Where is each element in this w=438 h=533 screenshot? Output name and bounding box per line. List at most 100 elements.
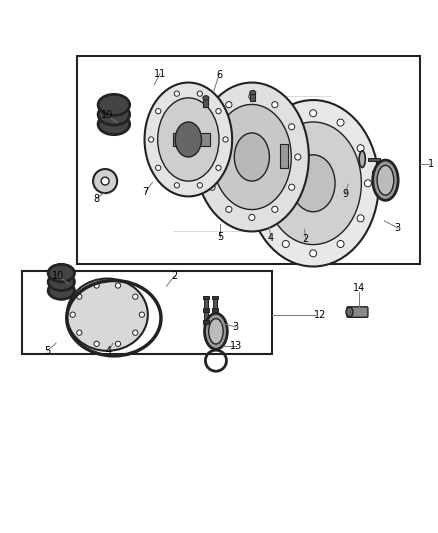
Bar [280,144,288,168]
Ellipse shape [205,313,227,349]
Text: 10: 10 [52,271,64,281]
Bar [213,324,217,334]
Ellipse shape [203,96,209,100]
Circle shape [272,102,278,108]
Circle shape [94,341,99,346]
Circle shape [226,206,232,213]
Circle shape [197,183,202,188]
Bar [213,312,217,321]
Circle shape [94,283,99,288]
Ellipse shape [195,83,309,231]
Text: 14: 14 [353,284,365,293]
Ellipse shape [98,114,130,135]
Polygon shape [173,133,210,146]
Circle shape [203,154,209,160]
Text: 10: 10 [101,110,113,120]
Circle shape [295,154,301,160]
Circle shape [174,91,180,96]
Ellipse shape [48,264,74,282]
Circle shape [310,110,317,117]
Text: 3: 3 [395,223,401,233]
Bar [374,187,387,189]
Bar [203,320,209,324]
Ellipse shape [346,307,353,317]
Ellipse shape [67,279,148,351]
Text: 4: 4 [268,233,274,243]
Bar [212,296,218,300]
Ellipse shape [247,100,379,266]
Ellipse shape [359,151,365,167]
Bar [250,93,255,101]
Bar [204,300,208,309]
Bar [203,308,209,312]
Ellipse shape [212,104,291,209]
Circle shape [310,250,317,257]
Circle shape [337,240,344,247]
Text: 2: 2 [171,271,177,281]
Circle shape [139,312,145,317]
Circle shape [262,215,269,222]
Circle shape [133,294,138,300]
Ellipse shape [48,282,74,300]
Text: 5: 5 [217,232,223,242]
Ellipse shape [93,169,117,193]
Text: 11: 11 [154,69,166,79]
Circle shape [249,93,255,100]
Circle shape [282,240,290,247]
Ellipse shape [175,122,201,157]
Circle shape [364,180,371,187]
Circle shape [209,184,215,190]
Ellipse shape [250,91,256,95]
Circle shape [174,183,180,188]
Ellipse shape [145,83,232,197]
Circle shape [272,206,278,213]
Ellipse shape [234,133,269,181]
Text: 4: 4 [106,345,112,356]
Circle shape [255,180,262,187]
Circle shape [133,330,138,335]
Ellipse shape [101,177,109,185]
Ellipse shape [208,319,223,344]
Ellipse shape [98,104,130,125]
Bar [212,308,218,312]
Circle shape [115,341,120,346]
Circle shape [155,165,161,171]
Ellipse shape [291,155,335,212]
Circle shape [357,215,364,222]
Circle shape [115,283,120,288]
Bar [203,98,208,107]
Circle shape [209,124,215,130]
Text: 1: 1 [428,159,434,168]
Text: 2: 2 [303,235,309,244]
Bar [22,271,272,354]
Circle shape [282,119,290,126]
Text: 7: 7 [142,187,148,197]
Ellipse shape [265,122,361,245]
Circle shape [70,312,75,317]
Circle shape [337,119,344,126]
Text: 5: 5 [44,345,50,356]
Bar [204,324,208,334]
Bar [204,312,208,321]
Text: 3: 3 [233,322,239,332]
Circle shape [249,214,255,221]
Text: 8: 8 [93,193,99,204]
Circle shape [216,165,221,171]
Circle shape [262,145,269,152]
Text: 12: 12 [314,310,326,320]
Circle shape [226,102,232,108]
Bar [213,300,217,309]
Circle shape [223,137,228,142]
Circle shape [77,330,82,335]
Text: 6: 6 [216,70,222,79]
Circle shape [197,91,202,96]
Circle shape [77,294,82,300]
Circle shape [148,137,154,142]
Circle shape [357,145,364,152]
Circle shape [289,184,295,190]
Circle shape [216,109,221,114]
Circle shape [155,109,161,114]
Ellipse shape [48,273,74,290]
Ellipse shape [158,98,219,181]
Bar [372,171,385,174]
